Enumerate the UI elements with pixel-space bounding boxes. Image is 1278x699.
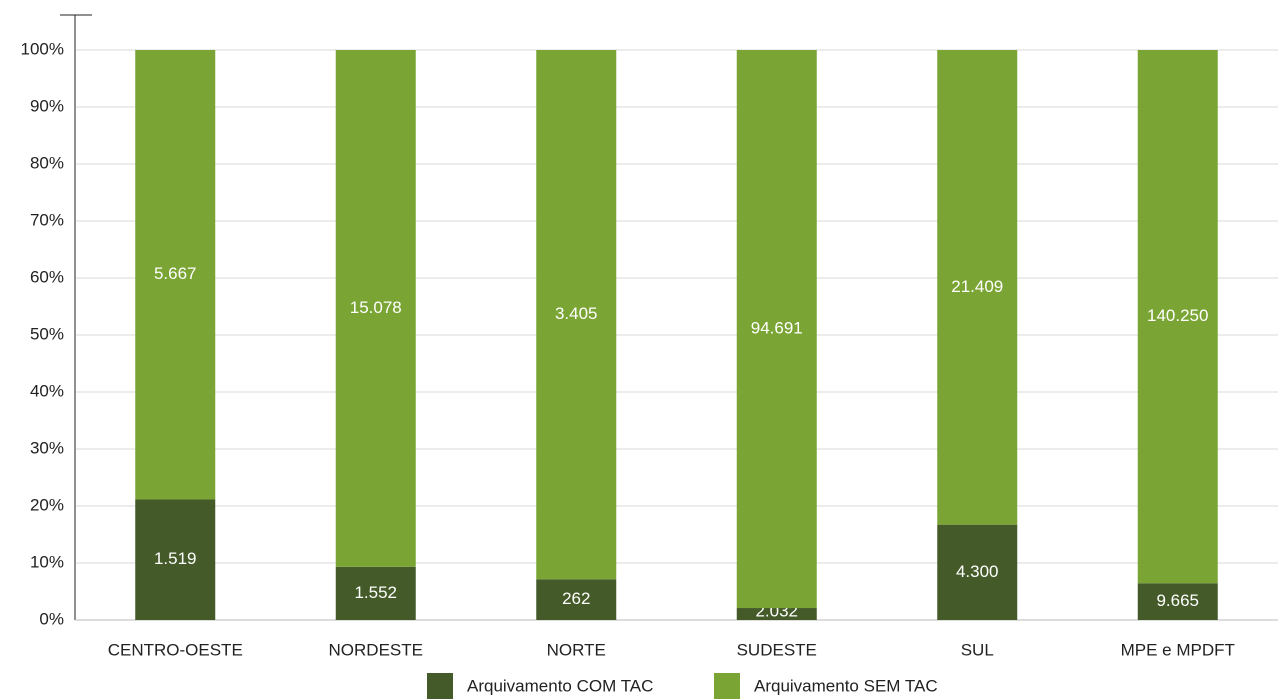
bar-segment [135,50,216,500]
y-tick-label: 20% [30,495,64,514]
y-tick-label: 0% [39,609,64,628]
y-tick-label: 60% [30,267,64,286]
y-tick-label: 30% [30,438,64,457]
data-label: 3.405 [555,304,598,323]
data-label: 1.519 [154,549,197,568]
y-tick-label: 100% [21,39,64,58]
data-label: 262 [562,589,590,608]
x-tick-label: NORTE [547,640,606,659]
bar-segment [1137,583,1218,620]
bar-segment [135,499,216,620]
legend-label: Arquivamento SEM TAC [754,676,938,695]
bar-segment [1137,50,1218,584]
y-tick-label: 50% [30,324,64,343]
data-label: 4.300 [956,562,999,581]
legend-swatch [714,673,740,699]
bar-segment [937,524,1018,620]
data-label: 94.691 [751,318,803,337]
data-label: 9.665 [1156,591,1199,610]
bar-segment [536,50,617,580]
bar-segment [736,50,817,609]
legend-swatch [427,673,453,699]
y-tick-label: 80% [30,153,64,172]
x-tick-label: NORDESTE [329,640,423,659]
y-tick-label: 90% [30,96,64,115]
y-tick-label: 70% [30,210,64,229]
bar-segment [335,566,416,620]
data-label: 5.667 [154,264,197,283]
bar-segment [937,50,1018,525]
x-tick-label: SUL [961,640,994,659]
x-tick-label: MPE e MPDFT [1121,640,1235,659]
y-tick-label: 10% [30,552,64,571]
bar-segment [736,608,817,620]
bar-segment [335,50,416,567]
bar-segment [536,579,617,620]
data-label: 21.409 [951,277,1003,296]
x-tick-label: SUDESTE [737,640,817,659]
data-label: 1.552 [354,583,397,602]
legend-label: Arquivamento COM TAC [467,676,653,695]
data-label: 140.250 [1147,306,1208,325]
x-tick-label: CENTRO-OESTE [108,640,243,659]
y-tick-label: 40% [30,381,64,400]
data-label: 15.078 [350,298,402,317]
